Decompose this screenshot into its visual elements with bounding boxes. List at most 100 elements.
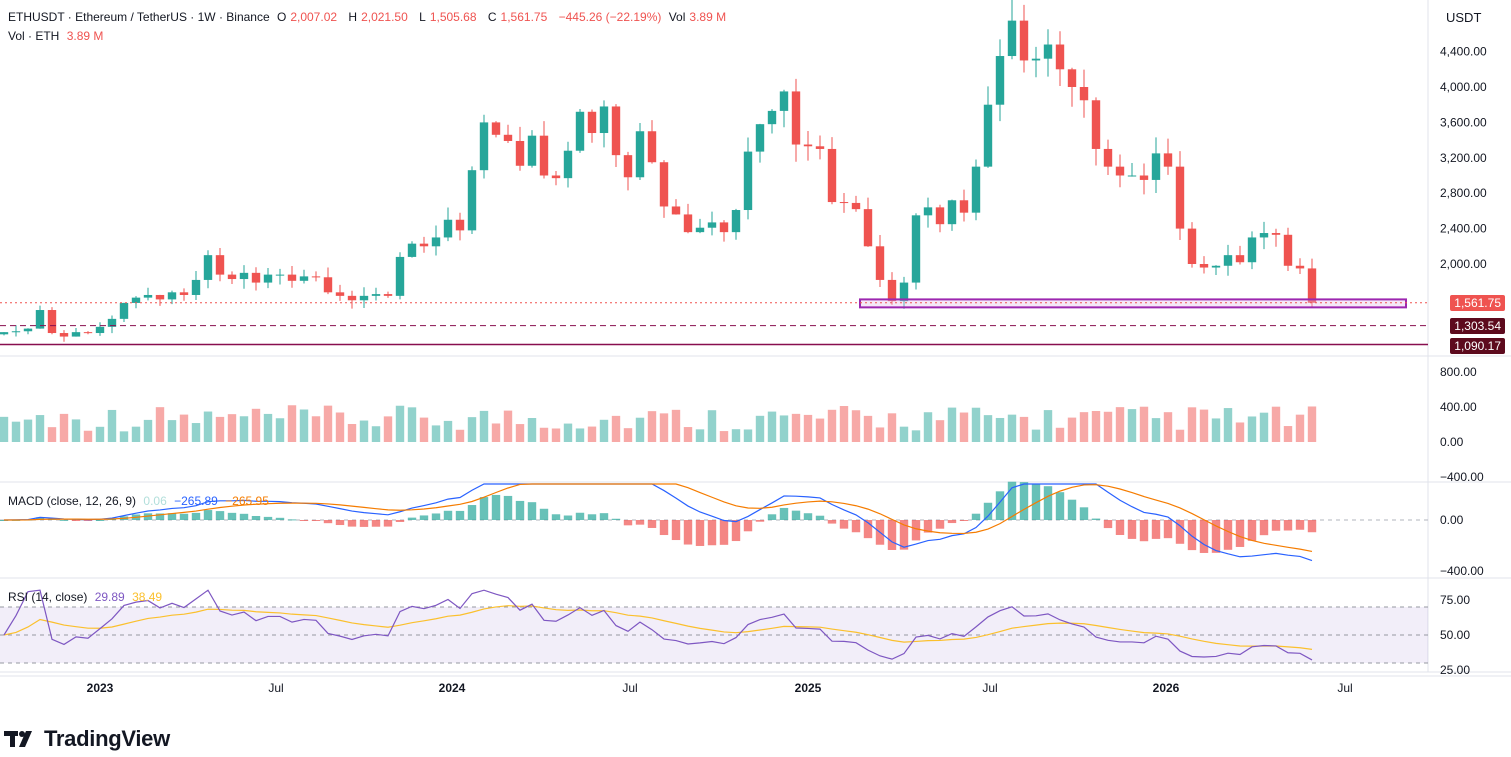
- macd-histogram-bar: [311, 520, 321, 521]
- volume-bar: [179, 414, 189, 442]
- volume-bar: [1271, 406, 1281, 442]
- vol-value: 3.89 M: [689, 10, 727, 24]
- macd-histogram-bar: [683, 520, 693, 545]
- macd-histogram-bar: [1283, 520, 1293, 531]
- volume-bar: [995, 417, 1005, 442]
- macd-histogram-bar: [611, 518, 621, 520]
- candle-body: [899, 282, 909, 302]
- volume-bar: [815, 418, 825, 442]
- volume-bar: [767, 411, 777, 442]
- volume-bar: [215, 416, 225, 442]
- volume-bar: [155, 407, 165, 442]
- macd-histogram-bar: [155, 513, 165, 520]
- candle-body: [467, 170, 477, 231]
- volume-bar: [95, 426, 105, 442]
- macd-histogram-bar: [323, 520, 333, 524]
- macd-histogram-bar: [959, 520, 969, 521]
- macd-histogram-bar: [1055, 492, 1065, 520]
- volume-bar: [1283, 426, 1293, 442]
- volume-bar: [1043, 410, 1053, 442]
- candle-body: [407, 243, 417, 257]
- time-tick-label: 2023: [87, 681, 114, 695]
- macd-tick-label: −400.00: [1440, 564, 1484, 578]
- macd-histogram-bar: [1235, 520, 1245, 547]
- macd-histogram-bar: [1247, 520, 1257, 541]
- volume-bar: [683, 427, 693, 442]
- volume-bar: [1067, 417, 1077, 442]
- candle-body: [575, 111, 585, 151]
- volume-bar: [323, 405, 333, 442]
- macd-histogram-bar: [863, 520, 873, 539]
- volume-bar: [1223, 408, 1233, 442]
- macd-histogram-bar: [1007, 481, 1017, 520]
- macd-line: [3, 483, 1313, 562]
- macd-histogram-bar: [551, 514, 561, 520]
- candle-body: [947, 200, 957, 225]
- candle-body: [1295, 265, 1305, 269]
- macd-histogram-bar: [1103, 520, 1113, 529]
- macd-histogram-bar: [527, 502, 537, 520]
- volume-bar: [863, 415, 873, 442]
- volume-bar: [1127, 409, 1137, 442]
- volume-bar: [143, 419, 153, 442]
- macd-histogram-bar: [635, 520, 645, 525]
- macd-histogram-bar: [227, 512, 237, 520]
- candle-body: [875, 246, 885, 280]
- candle-body: [131, 297, 141, 303]
- volume-tick-label: −400.00: [1440, 470, 1484, 484]
- volume-bar: [455, 429, 465, 442]
- macd-histogram-bar: [827, 520, 837, 524]
- macd-histogram-bar: [1163, 520, 1173, 539]
- volume-bar: [635, 417, 645, 442]
- volume-bar: [959, 412, 969, 442]
- volume-bar: [0, 416, 9, 442]
- candle-body: [11, 331, 21, 333]
- candle-body: [839, 202, 849, 204]
- candle-body: [659, 162, 669, 207]
- candle-body: [1199, 264, 1209, 268]
- volume-bar: [743, 429, 753, 442]
- volume-bar: [755, 415, 765, 442]
- candle-body: [563, 150, 573, 179]
- candle-body: [383, 294, 393, 296]
- volume-bar: [1163, 412, 1173, 442]
- candle-body: [1223, 255, 1233, 266]
- macd-histogram-bar: [923, 520, 933, 533]
- volume-bar: [1259, 412, 1269, 442]
- macd-histogram-bar: [251, 515, 261, 520]
- volume-bar: [839, 406, 849, 442]
- volume-bar: [119, 431, 129, 442]
- candle-body: [971, 166, 981, 213]
- price-tick-label: 2,400.00: [1440, 222, 1487, 236]
- tradingview-logo[interactable]: TradingView: [4, 726, 170, 752]
- price-tick-label: 4,400.00: [1440, 45, 1487, 59]
- candle-body: [251, 272, 261, 283]
- candle-body: [1187, 228, 1197, 264]
- macd-histogram-bar: [899, 520, 909, 550]
- price-tick-label: 3,200.00: [1440, 151, 1487, 165]
- volume-bar: [1235, 422, 1245, 442]
- candle-body: [107, 318, 117, 327]
- volume-bar: [971, 407, 981, 442]
- volume-bar: [899, 426, 909, 442]
- price-tick-label: 2,800.00: [1440, 186, 1487, 200]
- candle-body: [671, 206, 681, 215]
- macd-value: −265.89: [174, 494, 218, 508]
- candle-body: [287, 274, 297, 281]
- volume-bar: [671, 409, 681, 442]
- volume-bar: [803, 414, 813, 442]
- rsi-line: [3, 589, 1313, 661]
- candle-body: [515, 140, 525, 166]
- macd-histogram-bar: [443, 510, 453, 520]
- price-tick-label: 3,600.00: [1440, 115, 1487, 129]
- candle-body: [311, 276, 321, 278]
- candle-body: [707, 222, 717, 228]
- candle-body: [599, 106, 609, 134]
- time-tick-label: 2024: [439, 681, 466, 695]
- macd-histogram-bar: [1043, 486, 1053, 520]
- candle-body: [851, 202, 861, 210]
- volume-bar: [599, 419, 609, 442]
- macd-histogram-bar: [1019, 482, 1029, 520]
- volume-bar: [695, 429, 705, 442]
